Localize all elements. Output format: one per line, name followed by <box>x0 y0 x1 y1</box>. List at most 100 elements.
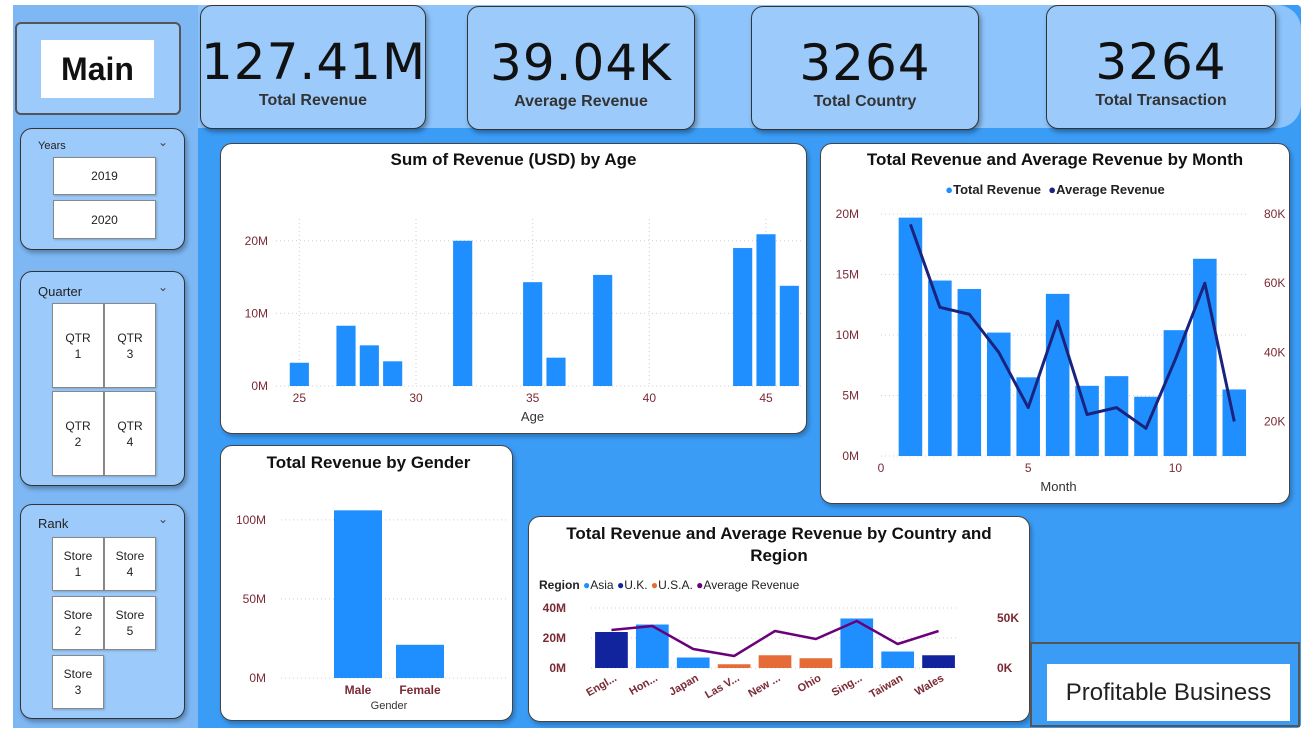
bar <box>799 658 833 668</box>
legend-item: U.S.A. <box>658 578 693 592</box>
y2-tick-label: 40K <box>1264 345 1285 359</box>
bar <box>1045 293 1070 456</box>
chart-title: Sum of Revenue (USD) by Age <box>390 150 637 169</box>
slicer-item-2019[interactable]: 2019 <box>53 157 156 195</box>
x-axis-label: Month <box>1040 479 1077 494</box>
chevron-down-icon[interactable]: ⌄ <box>157 280 168 294</box>
bar <box>881 651 915 668</box>
x-axis-label: Gender <box>370 700 408 712</box>
y-tick-label: 5M <box>842 389 859 403</box>
y-tick-label: 0M <box>549 661 566 675</box>
y-tick-label: 10M <box>836 328 859 342</box>
kpi-label: Total Country <box>813 93 917 110</box>
x-tick-label: Male <box>345 683 372 697</box>
y-tick-label: 40M <box>543 601 566 615</box>
bar <box>779 285 799 386</box>
revenue-by-age-chart[interactable]: Sum of Revenue (USD) by Age 0M 10M 20M 25 30… <box>220 143 807 434</box>
x-tick-label: Las V... <box>703 672 741 701</box>
bar <box>733 248 753 386</box>
kpi-total-transaction: 3264 Total Transaction <box>1046 5 1276 129</box>
revenue-by-gender-chart[interactable]: Total Revenue by Gender 0M 50M 100M Male Fem… <box>220 445 513 721</box>
bar <box>396 644 444 678</box>
chevron-down-icon[interactable]: ⌄ <box>157 135 168 149</box>
legend-marker: ● <box>1048 182 1057 197</box>
x-tick-label: Wales <box>913 672 946 698</box>
bar <box>957 289 982 456</box>
years-slicer[interactable]: Years ⌄ 2019 2020 <box>20 128 185 250</box>
legend-item: Average Revenue <box>703 578 800 592</box>
kpi-value: 127.41M <box>201 33 427 91</box>
slicer-item-2020[interactable]: 2020 <box>53 200 156 239</box>
slicer-item-store3[interactable]: Store 3 <box>52 655 104 709</box>
bar <box>756 234 776 386</box>
y-tick-label: 20M <box>245 234 268 248</box>
chart-title: Total Revenue by Gender <box>266 453 471 472</box>
rank-slicer[interactable]: Rank ⌄ Store 1 Store 4 Store 2 Store 5 S… <box>20 504 185 719</box>
x-tick-label: Engl... <box>584 672 619 699</box>
x-tick-label: 10 <box>1169 461 1183 475</box>
y-tick-label: 10M <box>245 306 268 320</box>
chevron-down-icon[interactable]: ⌄ <box>157 512 168 526</box>
main-nav-button[interactable]: Main <box>41 40 154 98</box>
kpi-average-revenue: 39.04K Average Revenue <box>467 6 695 130</box>
kpi-label: Total Transaction <box>1095 92 1227 109</box>
bar <box>523 282 543 386</box>
revenue-by-country-chart[interactable]: Total Revenue and Average Revenue by Cou… <box>528 516 1030 722</box>
y-tick-label: 15M <box>836 268 859 282</box>
slicer-item-store4[interactable]: Store 4 <box>104 537 156 591</box>
y2-tick-label: 60K <box>1264 276 1285 290</box>
kpi-value: 39.04K <box>490 34 672 92</box>
bar <box>289 362 309 386</box>
legend-marker: ● <box>945 182 954 197</box>
x-axis-label: Age <box>520 409 545 424</box>
gender-chart-svg: 0M 50M 100M Male Female <box>236 510 506 697</box>
slicer-item-qtr1[interactable]: QTR 1 <box>52 303 104 388</box>
legend-item: Average Revenue <box>1056 182 1165 197</box>
bar <box>1222 389 1247 456</box>
main-nav-frame[interactable]: Main <box>15 22 181 115</box>
x-tick-label: Japan <box>667 672 701 698</box>
y-tick-label: 0M <box>842 449 859 463</box>
y-tick-label: 0M <box>249 671 266 685</box>
kpi-label: Total Revenue <box>258 92 368 109</box>
slicer-item-qtr3[interactable]: QTR 3 <box>104 303 156 388</box>
bar <box>359 345 379 386</box>
legend-title: Region <box>539 578 580 592</box>
legend-marker: ● <box>583 578 591 592</box>
slicer-title: Quarter <box>38 284 83 299</box>
legend-marker: ● <box>696 578 704 592</box>
average-revenue-line <box>909 223 1236 430</box>
chart-legend: ●Total Revenue ●Average Revenue <box>821 182 1289 197</box>
y-tick-label: 0M <box>251 379 268 393</box>
y-tick-label: 50M <box>243 592 266 606</box>
chart-title: Total Revenue and Average Revenue by Cou… <box>566 524 992 565</box>
x-tick-label: Sing... <box>830 672 865 699</box>
slicer-item-store2[interactable]: Store 2 <box>52 596 104 650</box>
legend-item: U.K. <box>624 578 648 592</box>
bar <box>922 655 955 668</box>
bar <box>1104 376 1129 456</box>
y2-tick-label: 20K <box>1264 414 1285 428</box>
legend-marker: ● <box>650 578 659 592</box>
revenue-by-month-chart[interactable]: Total Revenue and Average Revenue by Mon… <box>820 143 1290 504</box>
bar <box>1075 385 1099 456</box>
slicer-item-qtr2[interactable]: QTR 2 <box>52 391 104 476</box>
slicer-item-store1[interactable]: Store 1 <box>52 537 104 591</box>
x-tick-label: 45 <box>759 391 773 405</box>
y2-tick-label: 50K <box>997 611 1019 625</box>
country-chart-svg: 0M 20M 40M 0K 50K Engl... Hon... Japan Las V... N… <box>543 601 1020 701</box>
bar <box>593 274 613 386</box>
x-tick-label: 35 <box>526 391 540 405</box>
quarter-slicer[interactable]: Quarter ⌄ QTR 1 QTR 3 QTR 2 QTR 4 <box>20 271 185 486</box>
slicer-item-qtr4[interactable]: QTR 4 <box>104 391 156 476</box>
x-tick-label: 30 <box>409 391 423 405</box>
bar <box>717 664 751 668</box>
y-tick-label: 20M <box>543 631 566 645</box>
x-tick-label: Ohio <box>796 672 824 695</box>
bar <box>546 357 566 386</box>
slicer-item-store5[interactable]: Store 5 <box>104 596 156 650</box>
kpi-label: Average Revenue <box>514 93 648 110</box>
x-tick-label: Female <box>399 683 441 697</box>
slicer-title: Years <box>38 140 66 152</box>
x-tick-label: 5 <box>1025 461 1032 475</box>
